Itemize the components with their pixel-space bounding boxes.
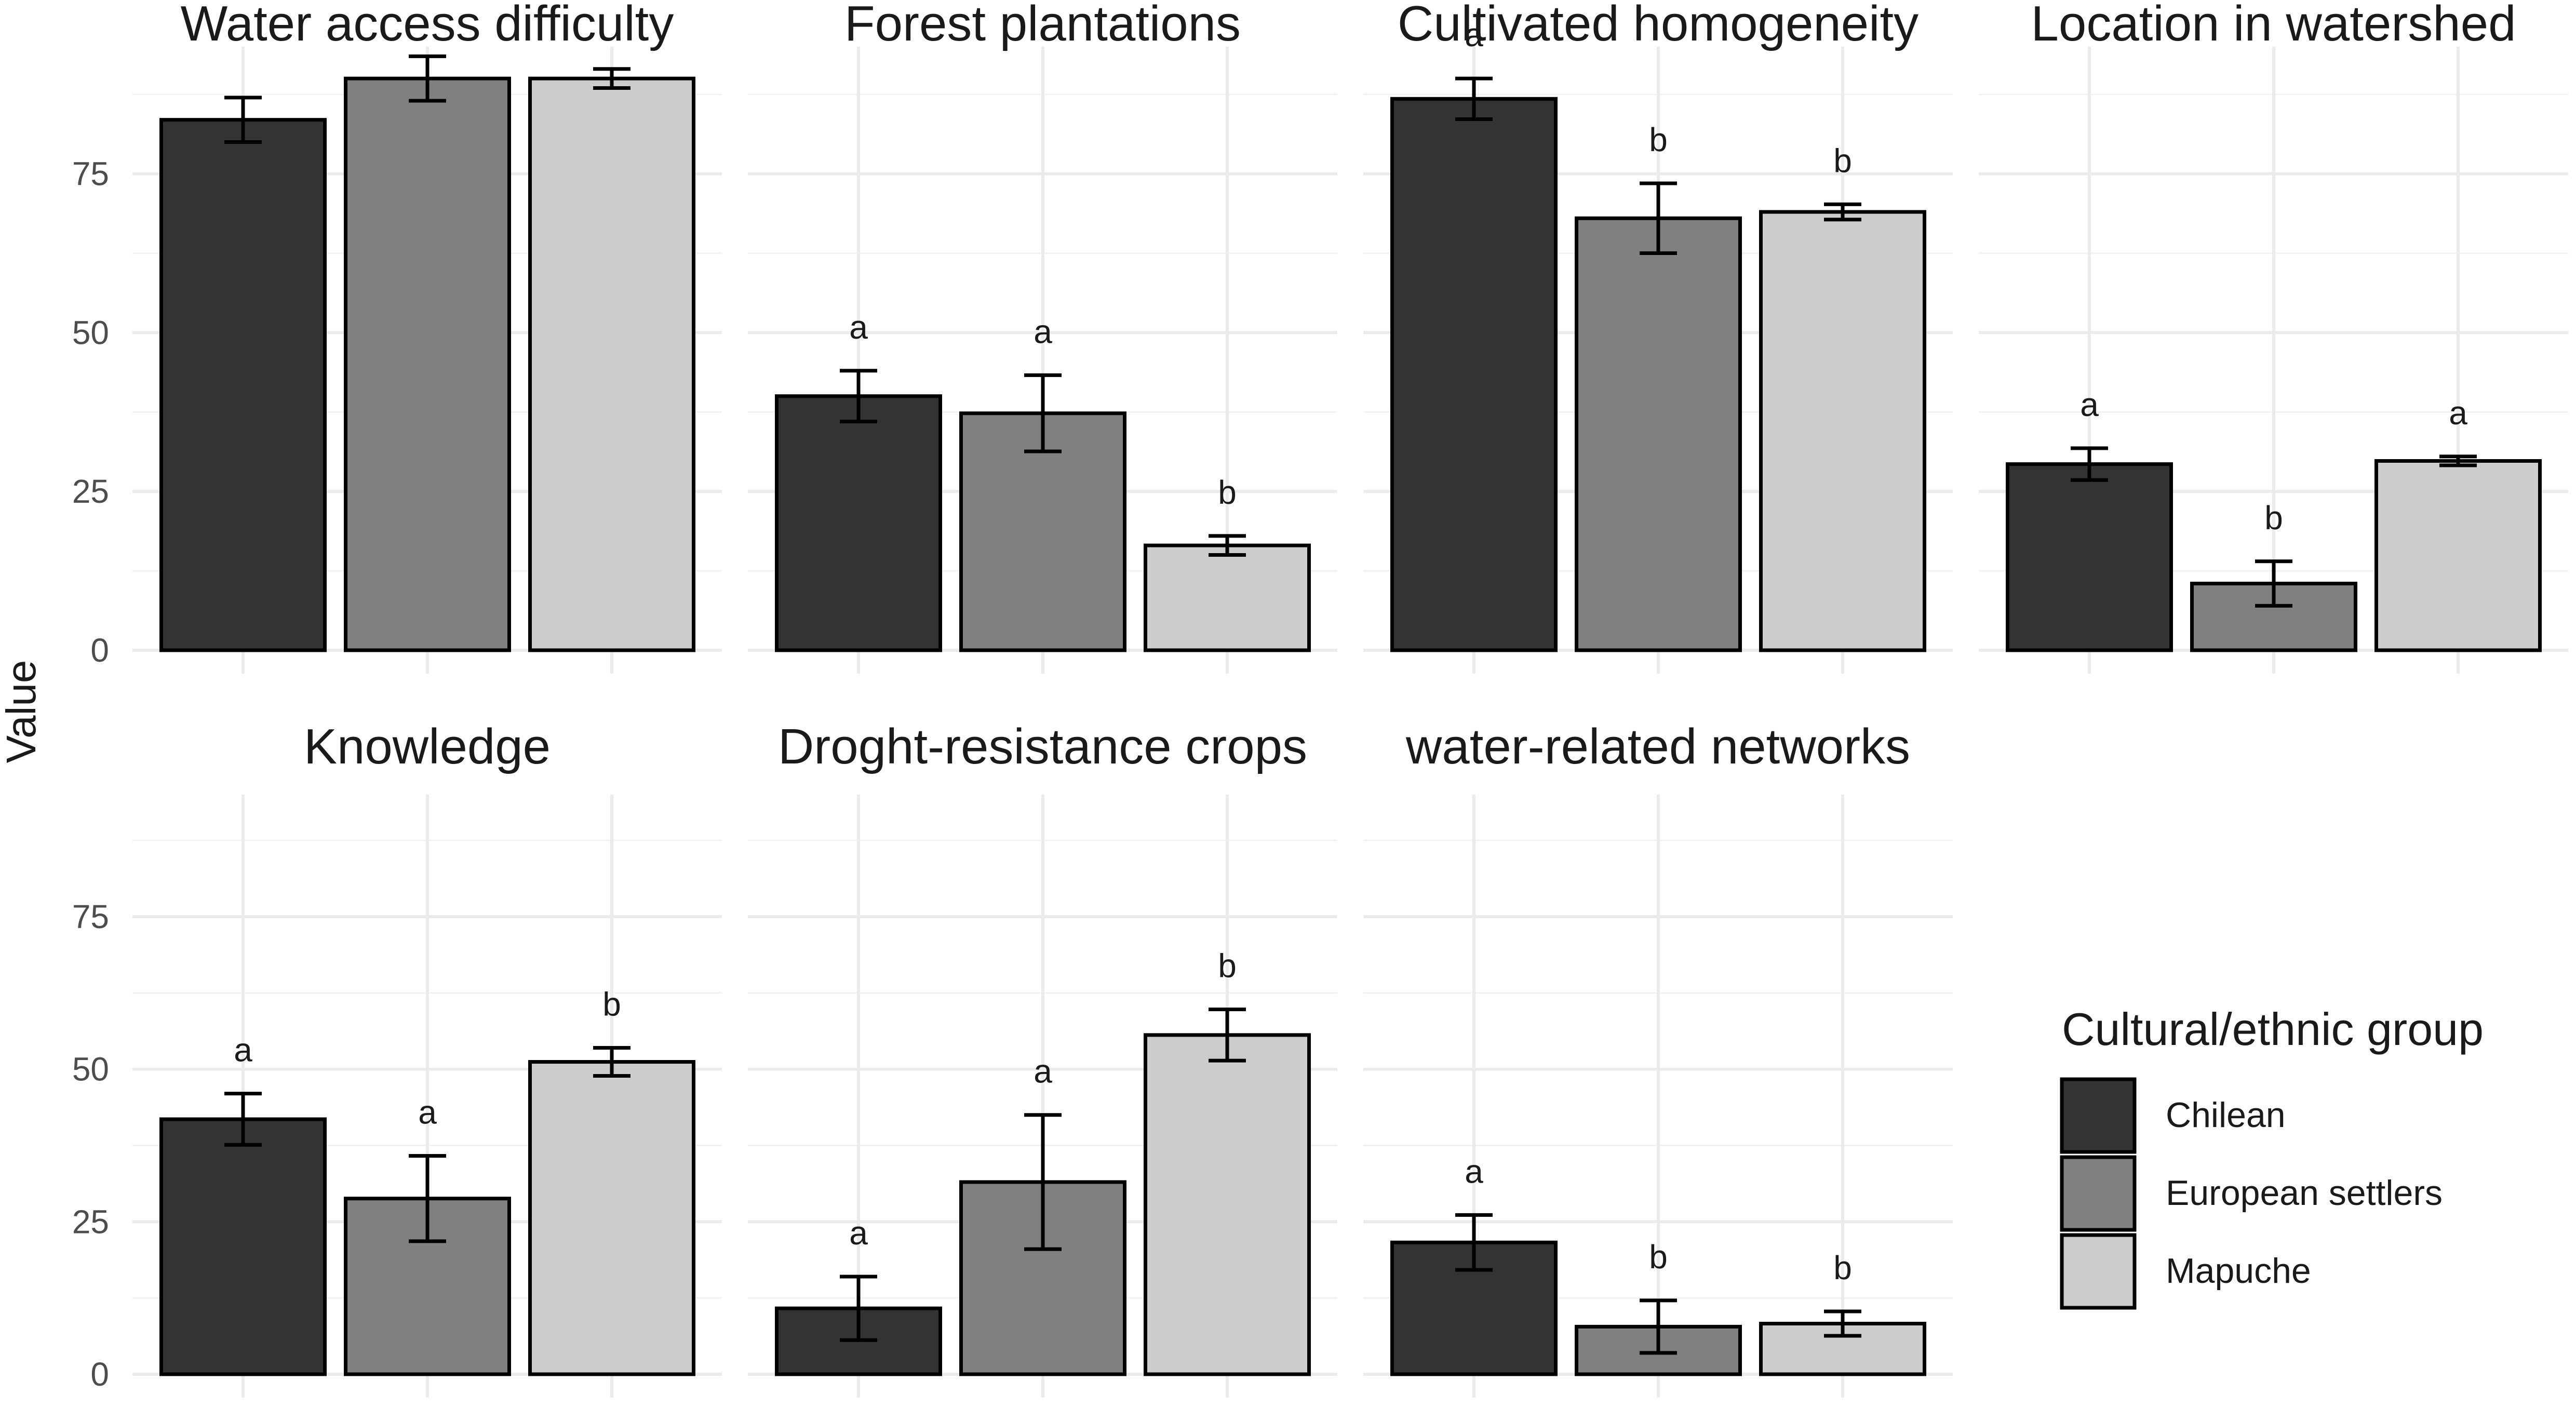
error-bar-knowledge-mapuche [593,1046,630,1078]
legend-title: Cultural/ethnic group [2062,1003,2484,1055]
significance-letter: a [234,1031,252,1069]
panel-title: Knowledge [304,719,551,774]
bar-cultivated-homogeneity-chilean [1390,97,1558,652]
bar-cultivated-homogeneity-mapuche [1759,210,1926,652]
error-bar-water-related-networks-mapuche [1824,1309,1861,1338]
panel-droght-resistance-crops: Droght-resistance crops a a b [748,719,1337,1398]
y-tick-label: 50 [72,1051,109,1088]
significance-letter: a [849,1214,868,1252]
y-tick-label: 50 [72,314,109,351]
panel-title: Cultivated homogeneity [1398,0,1918,51]
bar-knowledge-mapuche [528,1060,695,1376]
error-bar-droght-resistance-crops-mapuche [1209,1008,1246,1063]
error-bar-water-related-networks-european-settlers [1640,1298,1677,1355]
legend: Cultural/ethnic group Chilean European se… [2060,1003,2484,1310]
y-tick-label: 25 [72,473,109,510]
significance-letter: b [1833,142,1852,179]
panel-title: water-related networks [1405,719,1910,774]
bar-droght-resistance-crops-mapuche [1144,1033,1311,1376]
bar-forest-plantations-chilean [775,394,942,652]
significance-letter: a [849,309,868,346]
error-bar-cultivated-homogeneity-chilean [1455,76,1493,121]
y-tick-label: 75 [72,898,109,935]
bar-location-in-watershed-chilean [2006,462,2173,652]
y-tick-label: 0 [90,1356,109,1393]
bar-water-access-difficulty-chilean [159,118,327,652]
bar-cultivated-homogeneity-european-settlers [1575,216,1742,652]
error-bar-location-in-watershed-mapuche [2439,454,2477,467]
panel-title: Forest plantations [844,0,1241,51]
panels-layer: 0 25 50 75 Water access difficulty Forest pla… [72,0,2568,1398]
significance-letter: a [418,1093,437,1131]
error-bar-forest-plantations-mapuche [1209,534,1246,557]
error-bar-knowledge-chilean [224,1092,262,1147]
legend-swatch [2060,1155,2137,1232]
panel-title: Droght-resistance crops [778,719,1307,774]
panel-water-access-difficulty: 0 25 50 75 Water access difficulty [72,0,722,674]
significance-letter: b [2264,499,2283,537]
panel-knowledge: 0 25 50 75 Knowledge a a b [72,719,722,1398]
significance-letter: a [1034,1053,1052,1090]
significance-letter: a [1465,16,1483,53]
significance-letter: b [1833,1249,1852,1286]
panel-location-in-watershed: Location in watershed a b a [1979,0,2568,674]
significance-letter: b [602,986,621,1023]
error-bar-cultivated-homogeneity-european-settlers [1640,181,1677,256]
y-tick-label: 25 [72,1203,109,1240]
bar-forest-plantations-mapuche [1144,543,1311,652]
legend-item-mapuche: Mapuche [2060,1233,2311,1310]
panel-title: Location in watershed [2031,0,2516,51]
significance-letter: b [1649,1238,1668,1276]
legend-label: Mapuche [2166,1251,2311,1291]
significance-letter: a [1465,1152,1483,1190]
panel-forest-plantations: Forest plantations a a b [748,0,1337,674]
error-bar-water-access-difficulty-mapuche [593,67,630,90]
significance-letter: a [2449,394,2467,432]
significance-letter: a [2080,386,2099,423]
error-bar-water-access-difficulty-european-settlers [409,54,446,103]
error-bar-water-related-networks-chilean [1455,1213,1493,1272]
significance-letter: b [1218,474,1237,511]
error-bar-forest-plantations-chilean [840,369,877,424]
legend-swatch [2060,1077,2137,1154]
error-bar-location-in-watershed-chilean [2071,446,2108,482]
y-tick-label: 0 [90,632,109,669]
bar-location-in-watershed-mapuche [2374,459,2542,652]
panel-title: Water access difficulty [181,0,674,51]
error-bar-cultivated-homogeneity-mapuche [1824,202,1861,222]
error-bar-droght-resistance-crops-european-settlers [1024,1113,1062,1251]
legend-item-european-settlers: European settlers [2060,1155,2443,1232]
significance-letter: a [1034,313,1052,350]
legend-entries: Chilean European settlers Mapuche [2060,1077,2443,1310]
bar-knowledge-chilean [159,1117,327,1376]
y-axis-title: Value [0,660,44,763]
y-tick-label: 75 [72,155,109,193]
error-bar-forest-plantations-european-settlers [1024,373,1062,453]
legend-item-chilean: Chilean [2060,1077,2286,1154]
legend-label: European settlers [2166,1173,2443,1213]
bar-water-access-difficulty-mapuche [528,76,695,652]
legend-swatch [2060,1233,2137,1310]
error-bar-knowledge-european-settlers [409,1154,446,1243]
bar-water-access-difficulty-european-settlers [344,76,511,652]
significance-letter: b [1649,121,1668,158]
significance-letter: b [1218,947,1237,985]
error-bar-location-in-watershed-european-settlers [2255,559,2292,608]
error-bar-water-access-difficulty-chilean [224,96,262,144]
panel-water-related-networks: water-related networks a b b [1363,719,1953,1398]
error-bar-droght-resistance-crops-chilean [840,1275,877,1342]
legend-label: Chilean [2166,1095,2286,1135]
